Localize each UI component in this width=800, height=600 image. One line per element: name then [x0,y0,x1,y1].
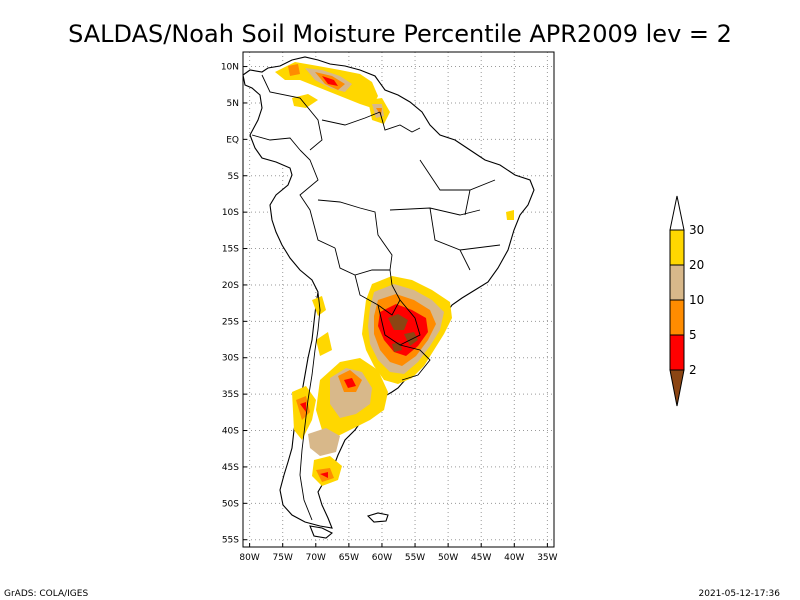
lon-label: 60W [372,553,392,563]
lat-label: 15S [222,245,239,255]
island-falklands [366,512,389,523]
border-brazil-states [389,159,501,271]
fill-20-30-chaco [312,296,332,356]
lat-label: 25S [222,317,239,327]
lat-label: 30S [222,354,239,364]
lon-label: 45W [471,553,491,563]
lon-label: 65W [339,553,359,563]
legend-label-5: 5 [689,328,697,342]
lon-label: 75W [273,553,293,563]
border-colombia-venezuela [261,74,323,151]
legend-colorbar: 30 20 10 5 2 [669,195,704,407]
lat-label: 45S [222,463,239,473]
country-borders [251,74,501,521]
legend-label-2: 2 [689,363,697,377]
legend-label-10: 10 [689,293,704,307]
border-uruguay [399,344,431,381]
fill-2-5-patagonia [320,472,328,478]
legend-swatch-5-10 [669,299,685,336]
legend-swatch-above30 [669,195,685,231]
legend-swatch-10-20 [669,264,685,301]
legend-label-30: 30 [689,223,704,237]
map-frame [242,51,555,548]
fill-2-5-central-chile [300,402,306,412]
border-paraguay [354,269,401,316]
longitude-tick-labels: 80W 75W 70W 65W 60W 55W 50W 45W 40W 35W [239,543,558,563]
map-title: SALDAS/Noah Soil Moisture Percentile APR… [68,20,732,48]
legend-swatch-below2 [669,369,685,407]
lon-label: 50W [438,553,458,563]
percentile-fills [275,62,514,486]
fill-below2-south-brazil [388,314,418,352]
lat-label: 10S [222,208,239,218]
legend-label-20: 20 [689,258,704,272]
lon-label: 40W [504,553,524,563]
border-argentina-brazil [377,299,421,346]
lat-label: 5N [227,99,239,109]
island-tierra-del-fuego [309,525,333,539]
lat-label: 55S [222,536,239,546]
lon-label: 35W [537,553,557,563]
fill-5-10-colombia [288,64,300,76]
fill-10-20-north-patagonia [308,428,340,456]
border-peru-brazil [299,149,336,249]
fill-20-30-northeast [506,210,514,220]
lat-label: 5S [228,172,240,182]
footer-credit: GrADS: COLA/IGES [4,589,88,599]
lat-label: 35S [222,390,239,400]
lat-label: EQ [226,135,239,145]
lon-label: 70W [306,553,326,563]
fill-2-5-caribbean [322,76,338,86]
lon-label: 80W [239,553,259,563]
fill-2-5-cordoba [344,378,356,388]
lat-label: 50S [222,499,239,509]
border-brazil-bolivia [317,199,393,271]
lat-label: 10N [221,63,239,73]
lat-label: 20S [222,281,239,291]
border-ecuador-peru [251,134,301,151]
latitude-tick-labels: 10N 5N EQ 5S 10S 15S 20S 25S 30S 35S 40S 45S 50S 55S [221,63,247,546]
border-venezuela-brazil [321,111,381,126]
legend-swatch-2-5 [669,334,685,371]
lat-label: 40S [222,427,239,437]
border-guianas [379,111,421,133]
border-chile-argentina [299,291,321,521]
lon-label: 55W [405,553,425,563]
footer-timestamp: 2021-05-12-17:36 [699,589,781,599]
legend-swatch-20-30 [669,229,685,266]
